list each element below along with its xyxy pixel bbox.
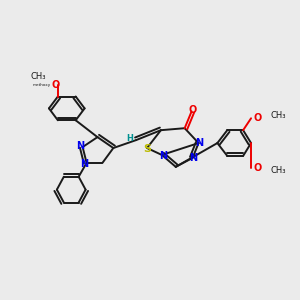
Text: O: O [52,80,60,90]
Text: O: O [188,105,197,116]
Text: N: N [159,151,167,161]
Text: CH₃: CH₃ [271,166,286,175]
Text: N: N [76,141,85,151]
Text: O: O [253,113,261,123]
Text: CH₃: CH₃ [31,72,46,81]
Text: N: N [196,138,204,148]
Text: S: S [143,144,151,154]
Text: N: N [80,159,89,169]
Text: O: O [253,163,261,173]
Text: N: N [190,153,198,163]
Text: CH₃: CH₃ [271,111,286,120]
Text: H: H [126,134,133,142]
Text: methoxy: methoxy [33,82,51,87]
